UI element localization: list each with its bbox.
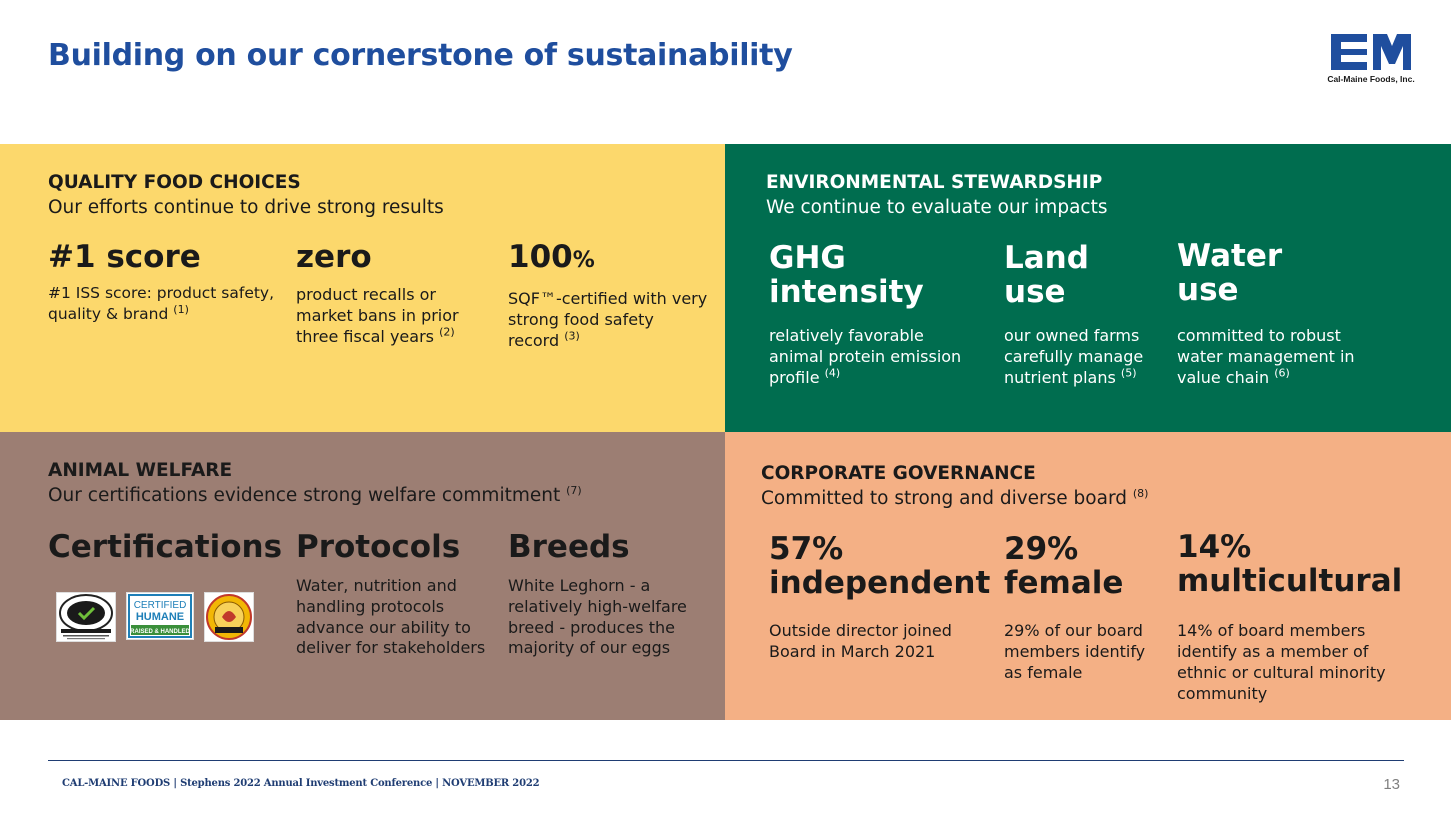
environment-heading: ENVIRONMENTAL STEWARDSHIP xyxy=(766,172,1103,193)
environment-water-title: Water use xyxy=(1177,238,1283,308)
environment-water-desc: committed to robust water management in … xyxy=(1177,326,1355,387)
governance-item-independent: 57% independent Outside director joined … xyxy=(769,532,999,662)
footer-text: CAL-MAINE FOODS | Stephens 2022 Annual I… xyxy=(62,778,540,789)
governance-independent-desc: Outside director joined Board in March 2… xyxy=(769,621,952,661)
quality-item-sqf: 100% SQF™-certified with very strong foo… xyxy=(508,240,708,351)
environment-header: ENVIRONMENTAL STEWARDSHIP We continue to… xyxy=(766,170,1107,220)
governance-multicultural-title: 14% multicultural xyxy=(1177,529,1403,599)
animal-breeds-title: Breeds xyxy=(508,529,630,565)
certified-humane-seal-icon: CERTIFIED HUMANE RAISED & HANDLED xyxy=(126,592,194,640)
svg-text:HUMANE: HUMANE xyxy=(136,611,184,623)
animal-heading: ANIMAL WELFARE xyxy=(48,460,233,481)
environment-item-land: Land use our owned farms carefully manag… xyxy=(1004,241,1164,388)
governance-header: CORPORATE GOVERNANCE Committed to strong… xyxy=(761,461,1148,511)
environment-item-water: Water use committed to robust water mana… xyxy=(1177,239,1377,388)
company-logo: Cal-Maine Foods, Inc. xyxy=(1327,32,1415,86)
governance-female-title: 29% female xyxy=(1004,531,1124,601)
united-egg-producers-certified-seal-icon xyxy=(56,592,116,642)
governance-item-female: 29% female 29% of our board members iden… xyxy=(1004,532,1164,683)
animal-item-breeds: Breeds White Leghorn - a relatively high… xyxy=(508,530,708,659)
american-humane-certified-seal-icon xyxy=(204,592,254,642)
logo-caption: Cal-Maine Foods, Inc. xyxy=(1327,74,1415,84)
animal-welfare-panel: ANIMAL WELFARE Our certifications eviden… xyxy=(0,432,725,720)
quality-score-title: #1 score xyxy=(48,239,201,275)
quality-item-zero: zero product recalls or market bans in p… xyxy=(296,240,486,347)
svg-text:RAISED & HANDLED: RAISED & HANDLED xyxy=(130,629,190,635)
animal-breeds-desc: White Leghorn - a relatively high-welfar… xyxy=(508,576,687,658)
environment-ghg-desc: relatively favorable animal protein emis… xyxy=(769,326,962,387)
governance-female-desc: 29% of our board members identify as fem… xyxy=(1004,621,1146,682)
governance-heading: CORPORATE GOVERNANCE xyxy=(761,463,1036,484)
svg-text:CERTIFIED: CERTIFIED xyxy=(134,600,187,611)
animal-header: ANIMAL WELFARE Our certifications eviden… xyxy=(48,458,582,508)
quality-heading: QUALITY FOOD CHOICES xyxy=(48,172,301,193)
animal-certifications-title: Certifications xyxy=(48,529,283,565)
quality-zero-desc: product recalls or market bans in prior … xyxy=(296,285,459,346)
quality-score-desc: #1 ISS score: product safety, quality & … xyxy=(48,284,275,323)
governance-subheading: Committed to strong and diverse board (8… xyxy=(761,486,1149,509)
page-number: 13 xyxy=(1383,776,1400,793)
environment-item-ghg: GHG intensity relatively favorable anima… xyxy=(769,241,979,388)
quality-food-choices-panel: QUALITY FOOD CHOICES Our efforts continu… xyxy=(0,144,725,432)
environment-subheading: We continue to evaluate our impacts xyxy=(766,197,1108,218)
environment-ghg-title: GHG intensity xyxy=(769,240,924,310)
quality-header: QUALITY FOOD CHOICES Our efforts continu… xyxy=(48,170,444,220)
governance-multicultural-desc: 14% of board members identify as a membe… xyxy=(1177,621,1386,703)
quality-subheading: Our efforts continue to drive strong res… xyxy=(48,197,444,218)
quality-zero-title: zero xyxy=(296,239,372,275)
environmental-stewardship-panel: ENVIRONMENTAL STEWARDSHIP We continue to… xyxy=(725,144,1451,432)
quality-sqf-desc: SQF™-certified with very strong food saf… xyxy=(508,289,708,350)
environment-land-title: Land use xyxy=(1004,240,1089,310)
governance-item-multicultural: 14% multicultural 14% of board members i… xyxy=(1177,530,1417,704)
corporate-governance-panel: CORPORATE GOVERNANCE Committed to strong… xyxy=(725,432,1451,720)
quality-sqf-title: 100% xyxy=(508,239,595,275)
animal-item-protocols: Protocols Water, nutrition and handling … xyxy=(296,530,486,659)
animal-subheading: Our certifications evidence strong welfa… xyxy=(48,483,582,506)
page-title: Building on our cornerstone of sustainab… xyxy=(48,38,793,73)
animal-protocols-title: Protocols xyxy=(296,529,461,565)
governance-independent-title: 57% independent xyxy=(769,531,991,601)
footer-divider xyxy=(48,760,1404,761)
animal-protocols-desc: Water, nutrition and handling protocols … xyxy=(296,576,486,658)
animal-item-certifications: Certifications xyxy=(48,530,288,564)
environment-land-desc: our owned farms carefully manage nutrien… xyxy=(1004,326,1144,387)
cal-maine-logo-icon xyxy=(1329,32,1413,72)
quality-item-score: #1 score #1 ISS score: product safety, q… xyxy=(48,240,278,325)
